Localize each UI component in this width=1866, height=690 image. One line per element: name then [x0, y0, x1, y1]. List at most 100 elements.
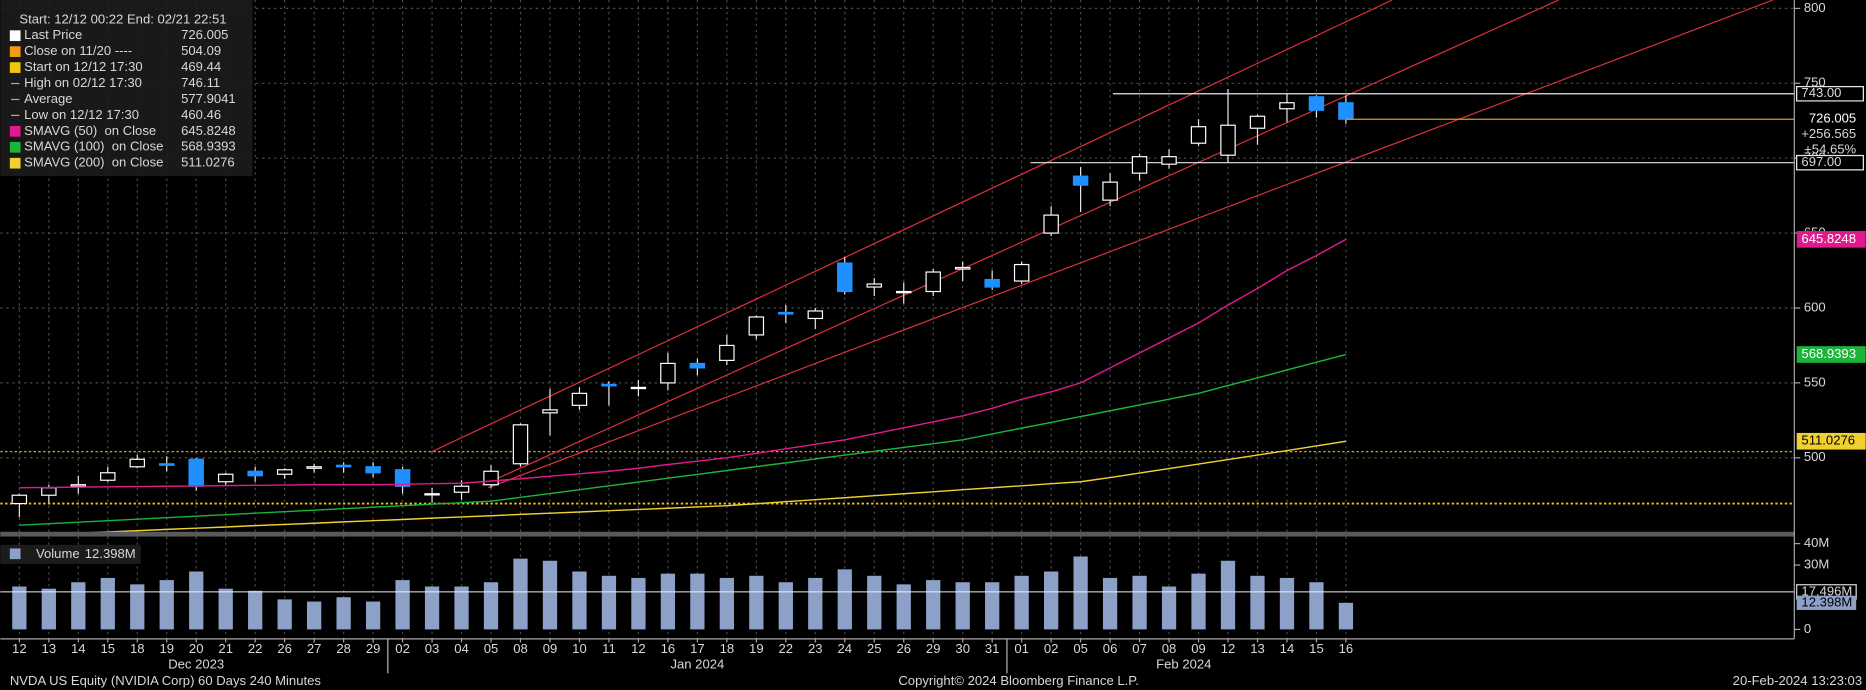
channel-line — [430, 0, 1393, 453]
x-tick-label: 04 — [454, 641, 469, 656]
x-tick-label: 27 — [307, 641, 322, 656]
x-tick-label: 24 — [838, 641, 853, 656]
legend-swatch — [9, 125, 21, 137]
month-label: Dec 2023 — [168, 656, 224, 671]
x-tick-label: 28 — [336, 641, 351, 656]
legend-label: SMAVG (100) on Close — [24, 139, 163, 154]
candle-body — [984, 278, 1000, 288]
x-tick-label: 02 — [395, 641, 410, 656]
candle-body — [453, 485, 470, 493]
candle-body — [1072, 175, 1089, 186]
x-tick-label: 12 — [1221, 641, 1236, 656]
x-tick-label: 13 — [42, 641, 57, 656]
volume-bar — [1191, 573, 1206, 630]
volume-bar — [926, 580, 941, 630]
volume-bar — [100, 577, 115, 630]
legend-value: 568.9393 — [181, 139, 236, 154]
volume-bar — [248, 590, 263, 630]
volume-bar — [1102, 577, 1118, 630]
legend-label: Average — [24, 91, 72, 106]
candle-body — [217, 473, 234, 483]
volume-bar — [159, 580, 174, 630]
y-tick-label: 750 — [1804, 75, 1826, 90]
volume-bar — [1073, 556, 1088, 630]
x-tick-label: 14 — [71, 641, 86, 656]
legend-value: 577.9041 — [181, 91, 236, 106]
y-tick-label: 800 — [1804, 0, 1826, 15]
candle-body — [394, 469, 411, 487]
x-tick-label: 31 — [985, 641, 1000, 656]
volume-bar — [130, 584, 145, 630]
volume-bar — [542, 560, 558, 630]
volume-last-tag — [1796, 595, 1857, 610]
y-tick-label: 30M — [1804, 557, 1829, 572]
legend-swatch — [9, 141, 21, 153]
volume-bar — [778, 582, 793, 630]
candle-body — [1338, 102, 1354, 120]
footer-right: 20-Feb-2024 13:23:03 — [1733, 673, 1862, 688]
candle-body — [807, 310, 824, 320]
volume-bar — [572, 571, 587, 630]
candle-body — [424, 493, 440, 496]
volume-bar — [1220, 560, 1236, 630]
x-tick-label: 02 — [1044, 641, 1059, 656]
x-tick-label: 17 — [690, 641, 705, 656]
x-tick-label: 18 — [720, 641, 735, 656]
volume-legend-box — [0, 544, 141, 564]
candle-body — [1161, 156, 1177, 165]
legend-value: 469.44 — [181, 59, 221, 74]
volume-bar — [454, 586, 469, 630]
last-price-tag: 726.005 — [1809, 111, 1856, 126]
channel-line — [481, 0, 1560, 486]
candle-body — [1279, 102, 1295, 110]
legend-swatch — [9, 157, 21, 169]
candle-body — [306, 466, 322, 469]
level-tag-label: 743.00 — [1801, 85, 1841, 100]
change-pct-tag: +54.65% — [1804, 142, 1856, 157]
candle-body — [866, 283, 882, 288]
candle-body — [1190, 126, 1207, 144]
x-tick-label: 12 — [631, 641, 646, 656]
candle-body — [247, 470, 263, 477]
x-tick-label: 08 — [1162, 641, 1177, 656]
change-tag: +256.565 — [1801, 126, 1856, 141]
candle-body — [601, 383, 617, 387]
x-tick-label: 03 — [425, 641, 440, 656]
candle-body — [335, 464, 352, 468]
x-tick-label: 05 — [1073, 641, 1088, 656]
x-tick-label: 15 — [1309, 641, 1324, 656]
ma-tag-label: 511.0276 — [1801, 433, 1855, 448]
x-tick-label: 10 — [572, 641, 587, 656]
x-tick-label: 22 — [779, 641, 794, 656]
volume-bar — [749, 575, 764, 630]
ma-tag — [1796, 432, 1866, 450]
volume-legend-swatch — [9, 548, 21, 560]
candle-body — [188, 458, 204, 487]
x-tick-label: 19 — [749, 641, 764, 656]
candle-body — [1043, 214, 1059, 234]
candle-body — [276, 469, 293, 475]
volume-last-tag-label: 12.398M — [1801, 594, 1852, 609]
volume-bar — [365, 601, 381, 630]
volume-bar — [985, 582, 1000, 630]
ma-tag — [1796, 231, 1866, 248]
candle-body — [159, 463, 175, 466]
candle-body — [1220, 124, 1236, 156]
x-tick-label: 12 — [12, 641, 27, 656]
legend-value: 645.8248 — [181, 123, 236, 138]
x-tick-label: 14 — [1280, 641, 1295, 656]
legend-value: 746.11 — [181, 75, 220, 90]
candle-body — [896, 290, 912, 294]
x-tick-label: 22 — [248, 641, 263, 656]
x-tick-label: 06 — [1103, 641, 1118, 656]
legend-label: High on 02/12 17:30 — [24, 75, 142, 90]
volume-legend-label: Volume — [36, 546, 80, 561]
candle-body — [11, 494, 28, 505]
x-tick-label: 21 — [218, 641, 233, 656]
legend-box — [0, 0, 253, 177]
candle-body — [630, 386, 647, 390]
candle-body — [483, 470, 499, 486]
volume-bar — [41, 588, 56, 630]
x-tick-label: 26 — [896, 641, 911, 656]
volume-bar — [690, 573, 705, 630]
